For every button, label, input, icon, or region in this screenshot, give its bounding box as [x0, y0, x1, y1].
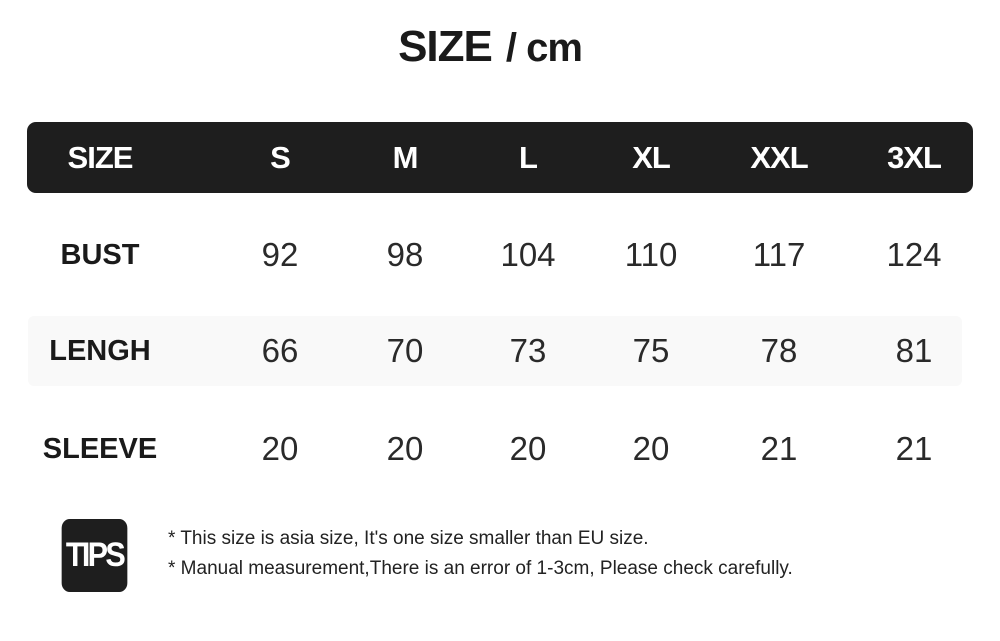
header-size-xxl: XXL	[750, 140, 808, 175]
title-unit: / cm	[505, 26, 583, 70]
table-cell: 21	[760, 430, 798, 467]
table-cell: 20	[386, 430, 424, 467]
tip-note: * This size is asia size, It's one size …	[168, 528, 649, 549]
table-cell: 78	[760, 332, 798, 369]
tips-badge: TIPS	[61, 519, 128, 592]
table-cell: 70	[386, 332, 424, 369]
table-cell: 20	[261, 430, 299, 467]
table-cell: 117	[752, 236, 806, 273]
table-cell: 98	[386, 236, 424, 273]
table-cell: 20	[632, 430, 670, 467]
table-cell: 110	[624, 236, 678, 273]
header-size-xl: XL	[632, 140, 671, 175]
header-size-label: SIZE	[67, 140, 134, 175]
table-cell: 20	[509, 430, 547, 467]
table-cell: 73	[509, 332, 547, 369]
page-title: SIZE / cm	[0, 22, 980, 72]
table-row: BUST 92 98 104 110 117 124	[0, 220, 1000, 290]
table-cell: 66	[261, 332, 299, 369]
header-size-l: L	[519, 140, 538, 175]
row-label: SLEEVE	[42, 433, 158, 465]
table-header: SIZE S M L XL XXL 3XL	[27, 122, 973, 193]
table-row: LENGH 66 70 73 75 78 81	[0, 316, 1000, 386]
table-cell: 81	[895, 332, 933, 369]
table-cell: 104	[500, 236, 556, 273]
row-label: BUST	[60, 239, 140, 271]
table-cell: 92	[261, 236, 299, 273]
table-cell: 21	[895, 430, 933, 467]
table-row: SLEEVE 20 20 20 20 21 21	[0, 414, 1000, 484]
row-background	[28, 316, 962, 386]
header-size-s: S	[270, 140, 291, 175]
header-size-m: M	[392, 140, 419, 175]
table-cell: 75	[632, 332, 670, 369]
row-label: LENGH	[49, 335, 151, 367]
header-size-3xl: 3XL	[887, 140, 942, 175]
table-cell: 124	[886, 236, 942, 273]
tip-note: * Manual measurement,There is an error o…	[168, 558, 793, 579]
title-main: SIZE	[398, 22, 493, 71]
